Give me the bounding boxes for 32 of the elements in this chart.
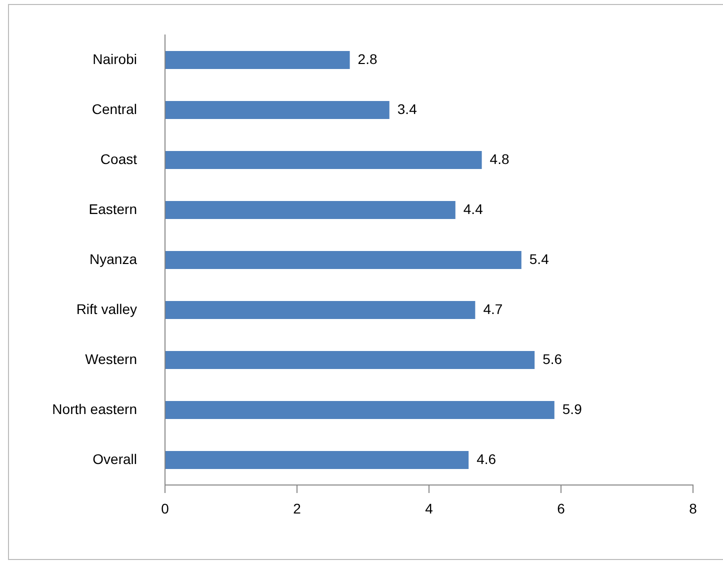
bar — [166, 151, 482, 169]
data-label: 5.9 — [562, 400, 582, 417]
data-label: 4.8 — [490, 150, 510, 167]
y-tick-label: Central — [92, 100, 137, 117]
bar — [166, 451, 469, 469]
y-tick-label: Nyanza — [90, 250, 138, 267]
data-label: 3.4 — [397, 100, 418, 117]
bar — [166, 201, 456, 219]
x-tick-label: 6 — [557, 500, 566, 516]
x-tick-label: 8 — [689, 500, 698, 516]
y-tick-label: North eastern — [52, 400, 137, 417]
x-tick-label: 2 — [293, 500, 302, 516]
y-tick-label: Overall — [92, 450, 137, 467]
data-label: 4.6 — [476, 450, 496, 467]
y-tick-label: Nairobi — [92, 50, 137, 67]
data-label: 4.4 — [463, 200, 484, 217]
y-tick-label: Western — [85, 350, 137, 367]
data-label: 2.8 — [358, 50, 378, 67]
bar — [166, 351, 535, 369]
bar — [166, 251, 522, 269]
bar — [166, 401, 554, 419]
x-tick-label: 0 — [161, 500, 170, 516]
y-tick-label: Eastern — [88, 200, 137, 217]
x-tick-label: 4 — [425, 500, 434, 516]
data-label: 5.4 — [529, 250, 550, 267]
bar — [166, 101, 390, 119]
bar — [166, 51, 350, 69]
data-label: 4.7 — [483, 300, 503, 317]
y-tick-label: Coast — [100, 150, 138, 167]
y-tick-label: Rift valley — [76, 300, 137, 317]
bar — [166, 301, 476, 319]
data-label: 5.6 — [542, 350, 562, 367]
